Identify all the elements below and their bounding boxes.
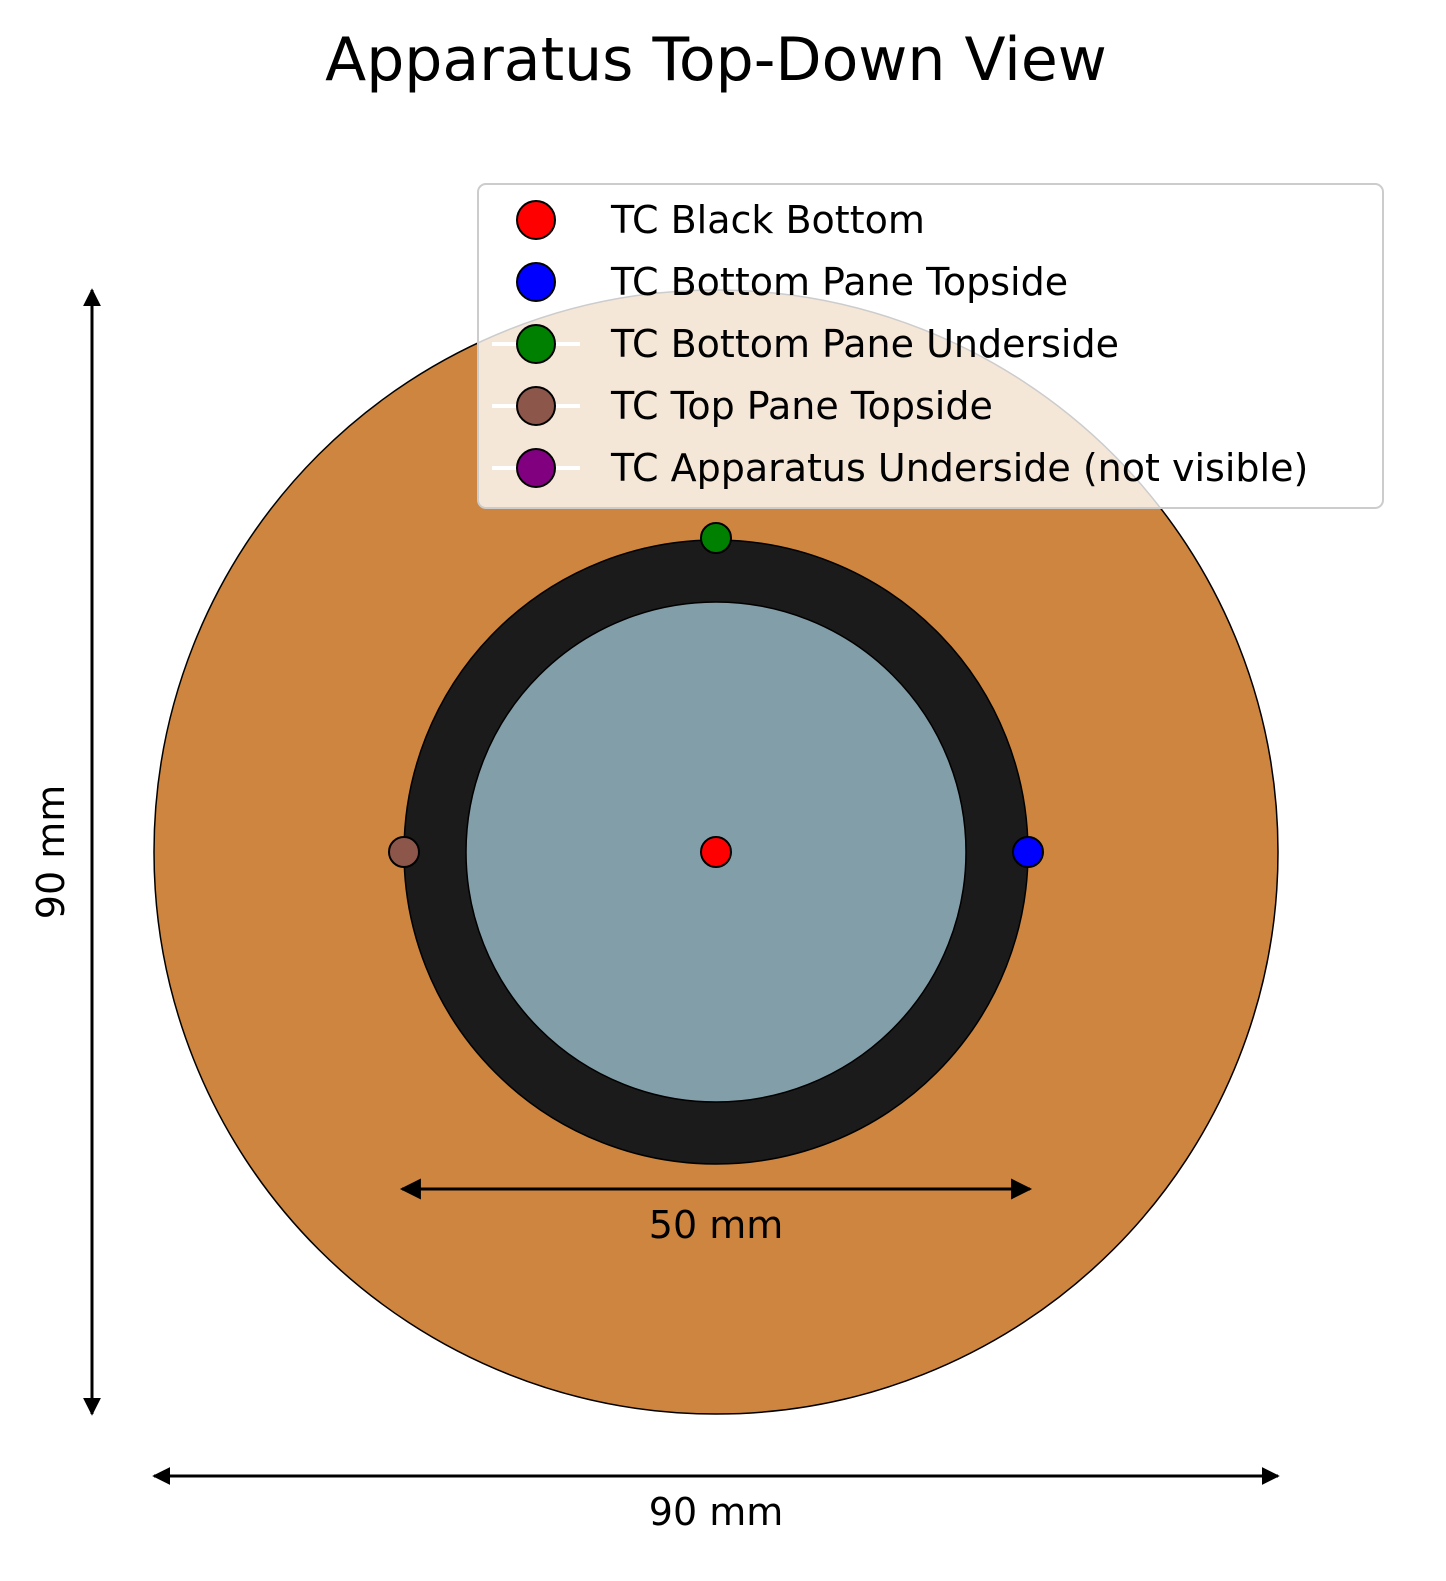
diagram-title: Apparatus Top-Down View: [325, 25, 1107, 95]
legend-item: TC Black Bottom: [516, 198, 925, 242]
legend-marker-icon: [516, 324, 556, 364]
outer-height-label: 90 mm: [29, 785, 73, 919]
outer-width-label: 90 mm: [649, 1490, 783, 1534]
legend-marker-icon: [516, 448, 556, 488]
legend-frame: [477, 183, 1384, 509]
legend-label: TC Bottom Pane Underside: [610, 322, 1119, 366]
inner-width-label: 50 mm: [649, 1203, 783, 1247]
legend-label: TC Bottom Pane Topside: [610, 260, 1068, 304]
legend-item: TC Apparatus Underside (not visible): [492, 446, 1308, 490]
legend-item: TC Bottom Pane Topside: [516, 260, 1068, 304]
tc-bottom-pane-underside-marker: [700, 522, 732, 554]
tc-black-bottom-marker: [700, 836, 732, 868]
legend-label: TC Black Bottom: [610, 198, 925, 242]
tc-bottom-pane-topside-marker: [1012, 836, 1044, 868]
legend-item: TC Top Pane Topside: [492, 384, 993, 428]
tc-top-pane-topside-marker: [388, 836, 420, 868]
legend-marker-icon: [516, 386, 556, 426]
legend: TC Black Bottom TC Bottom Pane Topside T…: [477, 183, 1384, 509]
legend-item: TC Bottom Pane Underside: [492, 322, 1119, 366]
legend-label: TC Apparatus Underside (not visible): [610, 446, 1308, 490]
legend-label: TC Top Pane Topside: [610, 384, 993, 428]
legend-marker-icon: [516, 200, 556, 240]
legend-marker-icon: [516, 262, 556, 302]
